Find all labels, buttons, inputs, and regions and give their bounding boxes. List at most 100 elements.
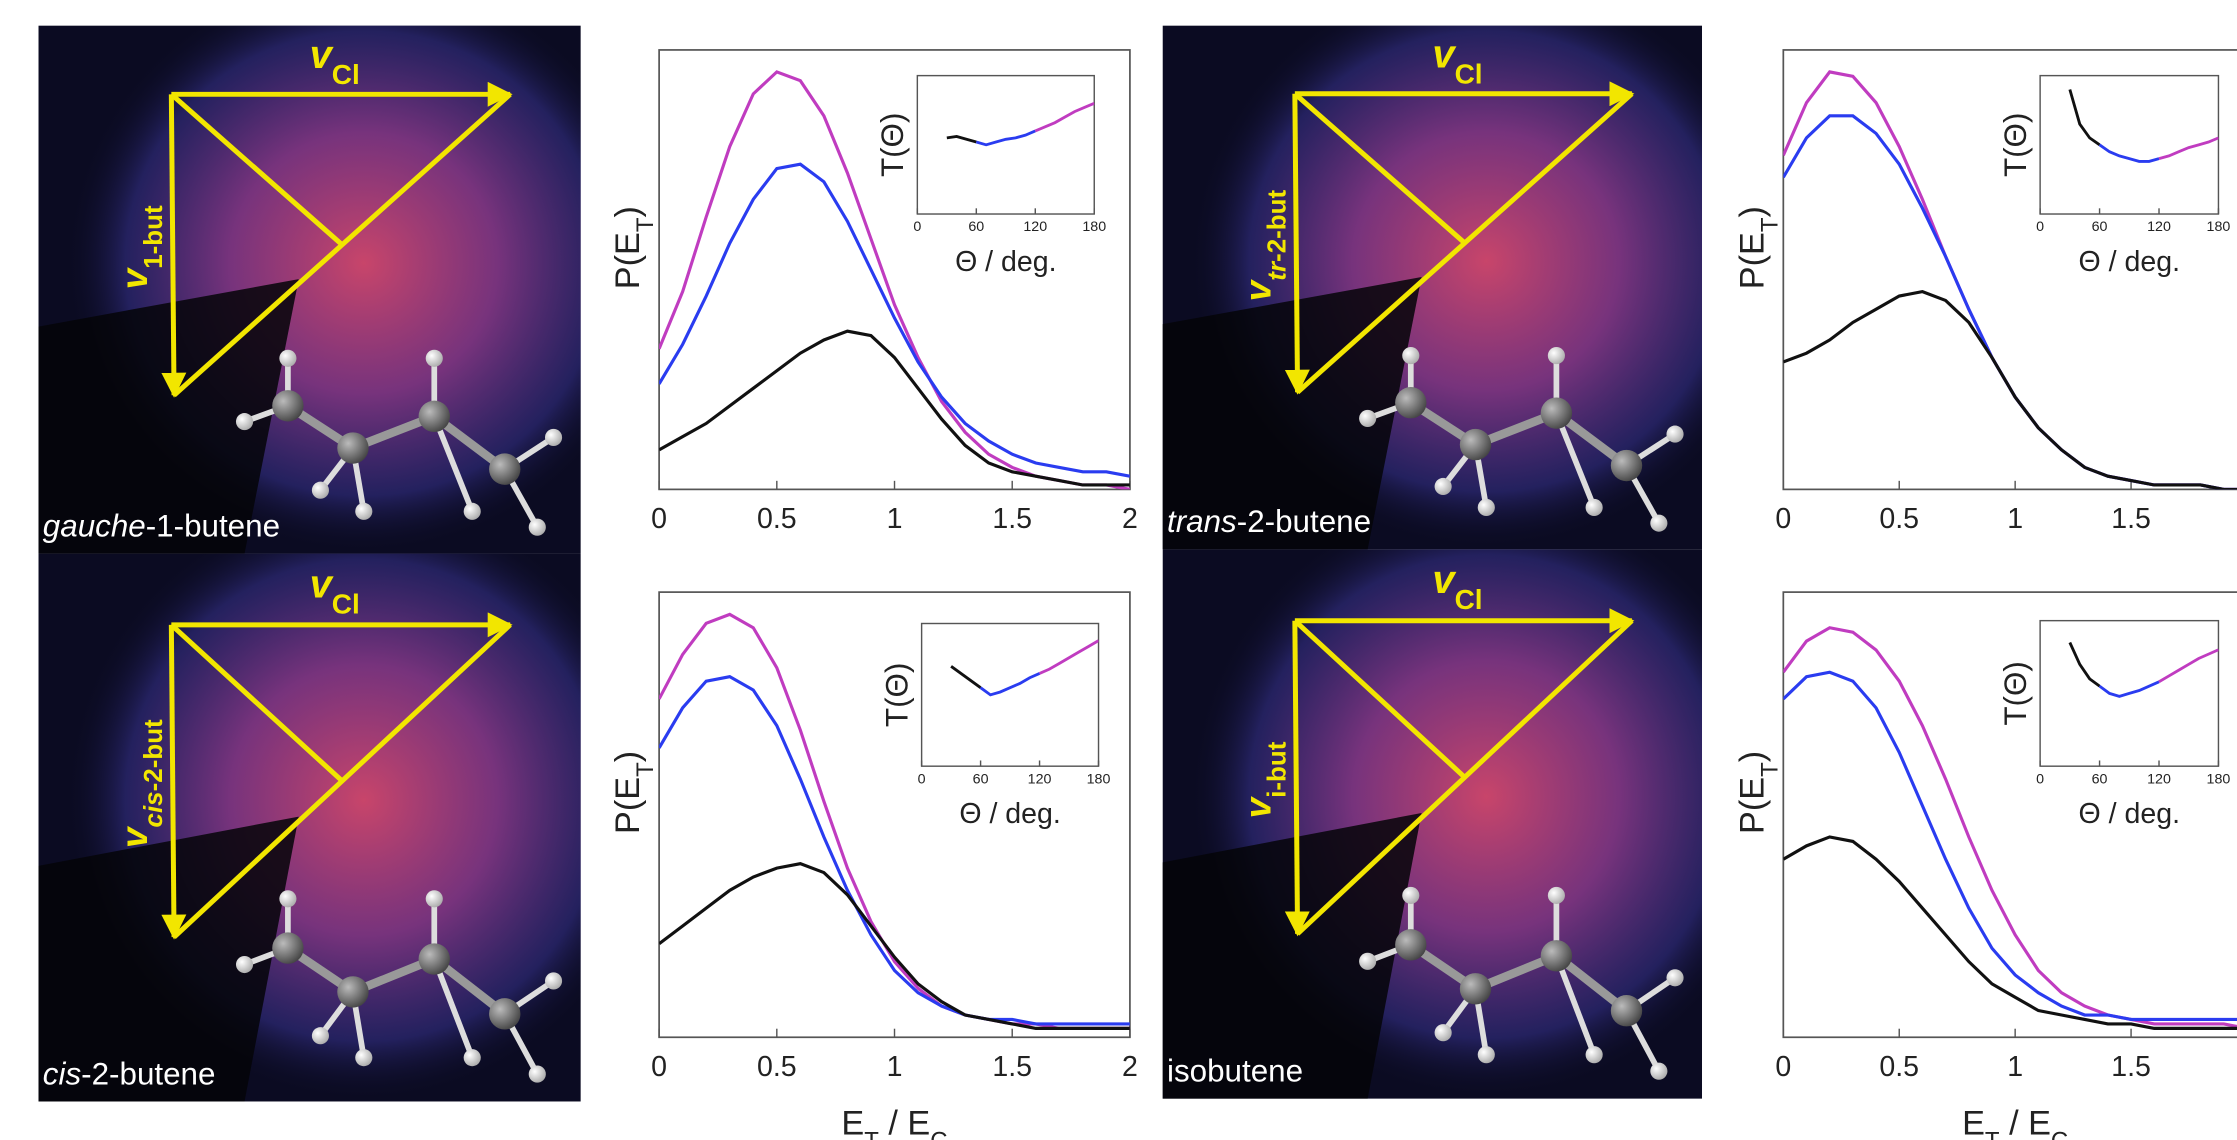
x-tick-label: 0 <box>1775 503 1791 535</box>
inset-y-label: T(Θ) <box>879 663 914 727</box>
text-part: T <box>632 762 659 777</box>
text-part: i-but <box>1262 741 1292 798</box>
velocity-label: vtr-2-but <box>1237 190 1292 302</box>
text-part: cis <box>138 791 168 827</box>
x-tick-label: 0 <box>1775 1051 1791 1083</box>
velocity-line <box>169 622 344 783</box>
carbon-atom <box>1610 449 1643 482</box>
x-tick-label: 2 <box>1122 1051 1138 1083</box>
hydrogen-atom <box>311 1027 329 1045</box>
inset-x-label: Θ / deg. <box>955 246 1056 278</box>
x-tick-label: 1.5 <box>992 1051 1032 1083</box>
inset-area <box>916 74 1095 215</box>
text-part: Cl <box>332 58 360 89</box>
x-axis-label: ET / EC <box>1962 1104 2068 1140</box>
inset-x-tick-label: 120 <box>2147 219 2171 235</box>
carbon-atom <box>272 932 304 964</box>
text-part: v <box>1432 558 1457 602</box>
inset-x-tick-label: 0 <box>918 771 926 787</box>
hydrogen-atom <box>425 349 443 367</box>
text-part: T <box>632 217 659 232</box>
text-part: T <box>1756 762 1783 777</box>
text-part: trans <box>1167 504 1237 539</box>
hydrogen-atom <box>235 955 254 974</box>
velocity-label: vcis-2-but <box>113 719 168 848</box>
molecule-name: isobutene <box>1167 1054 1303 1089</box>
inset-x-tick-label: 60 <box>2092 771 2108 787</box>
inset-y-label: T(Θ) <box>1998 113 2033 177</box>
text-part: 1-but <box>138 205 168 269</box>
x-tick-label: 1.5 <box>2111 1051 2151 1083</box>
hydrogen-atom <box>1585 498 1603 516</box>
hydrogen-atom <box>1477 498 1495 516</box>
inset-x-label: Θ / deg. <box>2079 246 2180 278</box>
y-axis-label: P(ET) <box>1733 206 1782 289</box>
velocity-arrow <box>1284 620 1310 937</box>
molecule-name: gauche-1-butene <box>43 508 280 543</box>
x-tick-label: 1.5 <box>2111 503 2151 535</box>
data-line <box>1783 626 2237 1029</box>
text-part: -2-butene <box>1237 504 1371 539</box>
carbon-atom <box>489 998 521 1030</box>
x-tick-label: 0.5 <box>757 503 797 535</box>
velocity-line <box>1293 618 1467 780</box>
hydrogen-atom <box>1650 1062 1668 1080</box>
text-part: -2-but <box>138 719 168 791</box>
inset-x-label: Θ / deg. <box>2079 798 2180 830</box>
carbon-atom <box>418 943 450 975</box>
hydrogen-atom <box>1477 1046 1495 1064</box>
hydrogen-atom <box>544 428 563 447</box>
text-part: v <box>1432 33 1457 77</box>
velocity-arrow <box>1284 93 1310 395</box>
velocity-map: trans-2-butene vCl vtr-2-but <box>1162 25 1703 550</box>
data-line <box>2158 648 2219 684</box>
hydrogen-atom <box>528 518 546 536</box>
inset-x-tick-label: 0 <box>2036 771 2044 787</box>
text-part: v <box>1237 795 1279 818</box>
velocity-arrow <box>161 94 187 398</box>
x-tick-label: 1 <box>887 1051 903 1083</box>
data-line <box>659 675 1130 1026</box>
molecule-name: cis-2-butene <box>43 1056 216 1091</box>
x-tick-label: 0 <box>651 503 667 535</box>
velocity-label: vCl <box>310 562 360 619</box>
hydrogen-atom <box>279 349 297 367</box>
inset-x-tick-label: 180 <box>2207 771 2231 787</box>
text-part: -1-butene <box>146 508 280 543</box>
inset-area <box>2039 74 2220 215</box>
carbon-atom <box>1459 973 1492 1005</box>
data-line <box>1783 670 2237 1022</box>
inset-x-label: Θ / deg. <box>959 798 1060 830</box>
data-line <box>950 665 982 689</box>
bond <box>431 415 475 513</box>
hydrogen-atom <box>1434 1024 1452 1042</box>
bond <box>1553 954 1597 1056</box>
data-line <box>1783 290 2237 490</box>
text-part: P(E <box>1733 777 1771 834</box>
data-line <box>659 862 1130 1030</box>
text-part: isobutene <box>1167 1054 1303 1089</box>
hydrogen-atom <box>1547 347 1565 365</box>
carbon-atom <box>1540 397 1573 429</box>
x-tick-label: 0.5 <box>757 1051 797 1083</box>
carbon-atom <box>1395 929 1427 961</box>
velocity-line <box>169 92 344 247</box>
text-part: Cl <box>1455 58 1483 89</box>
molecule-name: trans-2-butene <box>1167 504 1371 539</box>
x-tick-label: 1 <box>887 503 903 535</box>
text-part: ) <box>1733 751 1771 762</box>
inset-x-tick-label: 120 <box>2147 771 2171 787</box>
text-part: tr <box>1262 260 1292 281</box>
x-tick-label: 0.5 <box>1879 1051 1919 1083</box>
inset-y-label: T(Θ) <box>875 113 910 177</box>
data-line <box>2068 89 2101 146</box>
hydrogen-atom <box>1547 886 1565 904</box>
text-part: -2-butene <box>81 1056 215 1091</box>
inset-x-tick-label: 60 <box>2092 219 2108 235</box>
text-part: C <box>930 1127 947 1140</box>
hydrogen-atom <box>279 890 297 908</box>
inset-x-tick-label: 0 <box>2036 219 2044 235</box>
